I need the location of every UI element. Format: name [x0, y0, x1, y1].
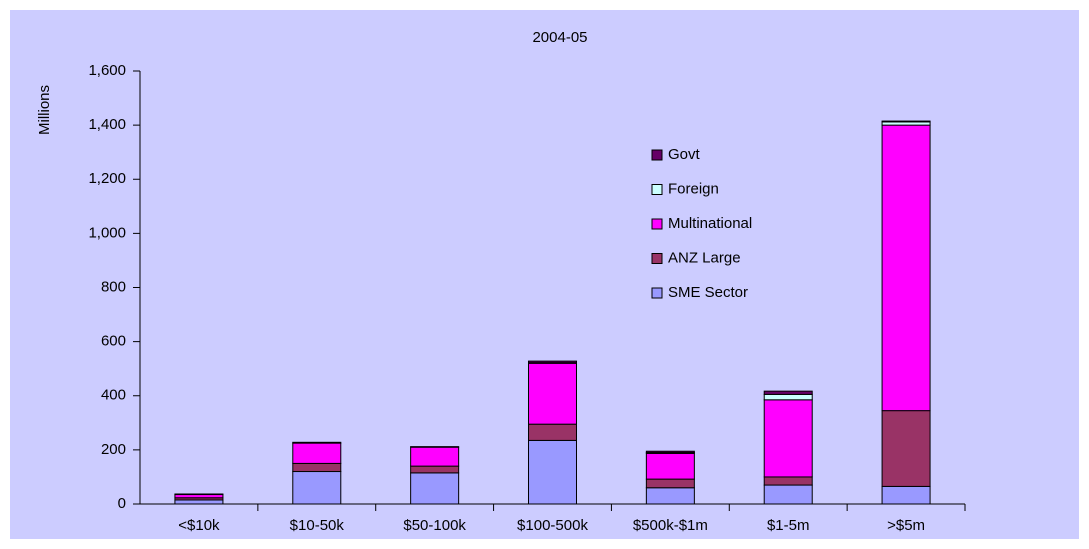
- legend-swatch: [651, 218, 663, 230]
- bar-segment: [763, 393, 813, 401]
- x-tick-label: $1-5m: [767, 517, 810, 534]
- bar-segment: [410, 472, 460, 505]
- bar-segment: [763, 484, 813, 505]
- legend-label: SME Sector: [668, 284, 748, 301]
- bar-segment: [174, 499, 224, 505]
- bar-segment: [292, 442, 342, 464]
- legend-swatch: [651, 287, 663, 299]
- y-tick-label: 0: [118, 495, 126, 512]
- legend-label: ANZ Large: [668, 249, 741, 266]
- y-tick-label: 1,000: [88, 224, 126, 241]
- x-tick-label: $10-50k: [290, 517, 345, 534]
- x-tick-label: $500k-$1m: [633, 517, 708, 534]
- legend-label: Multinational: [668, 215, 752, 232]
- x-tick-label: $100-500k: [517, 517, 588, 534]
- bar-segment: [763, 390, 813, 395]
- y-axis-label: Millions: [36, 85, 53, 135]
- bar-segment: [528, 423, 577, 441]
- bar-segment: [528, 439, 577, 505]
- legend-swatch: [651, 253, 663, 264]
- y-tick-label: 600: [101, 333, 126, 350]
- bar-segment: [881, 410, 931, 487]
- bar-segment: [763, 399, 813, 478]
- bar-segment: [763, 476, 813, 486]
- chart-title: 2004-05: [532, 29, 587, 46]
- y-tick-label: 200: [101, 441, 126, 458]
- bar-segment: [881, 124, 931, 412]
- bar-segment: [645, 478, 695, 489]
- bar-segment: [645, 452, 695, 480]
- x-tick-label: >$5m: [887, 517, 925, 534]
- legend-swatch: [651, 149, 663, 161]
- x-tick-label: $50-100k: [403, 517, 466, 534]
- y-tick-label: 1,200: [88, 170, 126, 187]
- bar-segment: [528, 362, 577, 425]
- bar-segment: [292, 471, 342, 505]
- bar-segment: [881, 120, 931, 123]
- bar-segment: [292, 462, 342, 473]
- bar-segment: [528, 360, 577, 364]
- bar-segment: [174, 493, 224, 496]
- legend-label: Govt: [668, 146, 701, 163]
- bar-segment: [410, 446, 460, 448]
- y-tick-label: 800: [101, 278, 126, 295]
- legend-swatch: [651, 184, 663, 195]
- y-tick-label: 1,400: [88, 116, 126, 133]
- y-tick-label: 1,600: [88, 62, 126, 79]
- legend-label: Foreign: [668, 180, 719, 197]
- bar-segment: [410, 465, 460, 474]
- bar-segment: [410, 446, 460, 467]
- bar-segment: [645, 487, 695, 505]
- bar-segment: [292, 441, 342, 444]
- x-tick-label: <$10k: [178, 517, 220, 534]
- bar-segment: [881, 485, 931, 505]
- bar-segment: [645, 450, 695, 454]
- y-tick-label: 400: [101, 387, 126, 404]
